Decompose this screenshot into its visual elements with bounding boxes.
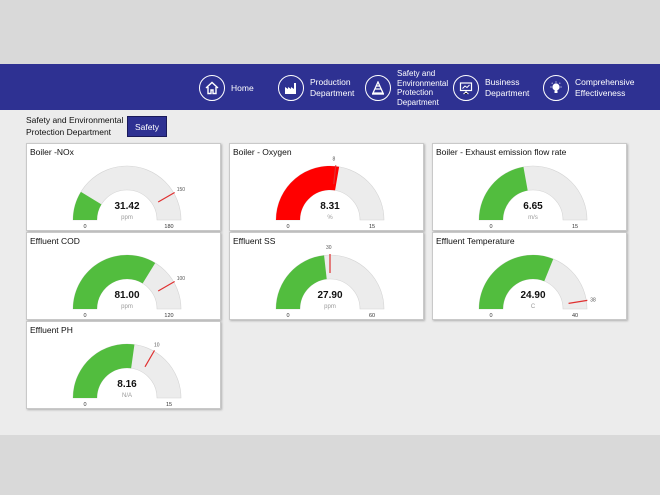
gauge-unit: C	[531, 304, 536, 310]
safety-button[interactable]: Safety	[127, 116, 167, 137]
gauge-threshold-marker	[333, 165, 337, 185]
gauge-value-arc	[479, 166, 528, 220]
nav-label-comprehensive: Comprehensive Effectiveness	[575, 77, 635, 98]
nav-label-safety: Safety and Environmental Protection Depa…	[397, 69, 449, 107]
gauge-card-effluent-ph: Effluent PH 10 8.16 N/A 0 15	[26, 321, 221, 409]
gauge-min-label: 0	[83, 224, 86, 230]
gauge-value-arc	[479, 255, 554, 309]
nav-item-business[interactable]: Business Department	[453, 71, 529, 105]
gauge-unit: ppm	[121, 304, 133, 310]
top-navbar: Home Production Department Safety and En…	[0, 64, 660, 110]
gauge-chart: 6.65 m/s 0 15	[478, 165, 588, 230]
gauge-card-effluent-cod: Effluent COD 100 81.00 ppm 0 120	[26, 232, 221, 320]
gauge-threshold-label: 8	[332, 156, 335, 162]
gauge-chart: 10 8.16 N/A 0 15	[72, 342, 182, 408]
gauge-value-arc	[276, 255, 327, 309]
gauge-max-label: 40	[572, 313, 578, 319]
gauge-threshold-marker	[157, 191, 175, 203]
gauge-threshold-marker	[157, 280, 175, 292]
gauge-max-label: 60	[369, 313, 375, 319]
gauge-max-label: 15	[369, 224, 375, 230]
gauge-unit: m/s	[528, 215, 538, 221]
gauge-min-label: 0	[83, 402, 86, 408]
gauge-value-arc	[73, 344, 135, 398]
safety-cone-icon	[365, 75, 391, 101]
gauge-card-boiler-nox: Boiler -NOx 150 31.42 ppm 0 180	[26, 143, 221, 231]
gauge-threshold-marker	[568, 299, 588, 304]
gauge-max-label: 15	[166, 402, 172, 408]
gauge-value: 8.16	[117, 379, 137, 390]
gauge-title: Effluent SS	[233, 236, 276, 246]
gauge-chart: 150 31.42 ppm 0 180	[72, 165, 186, 230]
gauge-threshold-label: 38	[590, 297, 596, 303]
gauge-min-label: 0	[83, 313, 86, 319]
gauge-title: Boiler -NOx	[30, 147, 74, 157]
gauge-value: 8.31	[320, 201, 340, 212]
gauge-unit: N/A	[122, 393, 132, 399]
gauge-threshold-marker	[144, 350, 156, 368]
gauge-card-effluent-temperature: Effluent Temperature 38 24.90 C 0 40	[432, 232, 627, 320]
nav-label-production: Production Department	[310, 77, 355, 98]
gauge-title: Boiler - Exhaust emission flow rate	[436, 147, 567, 157]
gauge-max-label: 180	[164, 224, 173, 230]
gauge-title: Effluent COD	[30, 236, 80, 246]
nav-label-home: Home	[231, 82, 254, 93]
gauge-unit: %	[327, 215, 333, 221]
bottom-strip	[0, 435, 660, 495]
gauge-threshold-label: 150	[177, 187, 186, 193]
gauge-card-boiler-oxygen: Boiler - Oxygen 8 8.31% 0 15	[229, 143, 424, 231]
gauge-chart: 30 27.90 ppm 0 60	[275, 245, 385, 319]
gauge-threshold-label: 100	[177, 276, 186, 282]
gauge-card-effluent-ss: Effluent SS 30 27.90 ppm 0 60	[229, 232, 424, 320]
gauge-threshold-label: 30	[326, 245, 332, 251]
gauge-min-label: 0	[489, 224, 492, 230]
gauge-unit: ppm	[121, 215, 133, 221]
top-strip	[0, 0, 660, 64]
gauge-value: 27.90	[317, 290, 342, 301]
nav-item-safety[interactable]: Safety and Environmental Protection Depa…	[365, 69, 449, 107]
gauge-chart: 38 24.90 C 0 40	[478, 254, 596, 319]
gauge-value: 24.90	[520, 290, 545, 301]
gauge-threshold-label: 10	[154, 342, 160, 348]
department-label: Safety and Environmental Protection Depa…	[26, 115, 124, 137]
nav-item-production[interactable]: Production Department	[278, 71, 354, 105]
gauge-value: 31.42	[114, 201, 139, 212]
gauge-value-arc	[73, 255, 156, 309]
gauge-card-boiler-exhaust: Boiler - Exhaust emission flow rate 6.65…	[432, 143, 627, 231]
home-icon	[199, 75, 225, 101]
gauge-title: Boiler - Oxygen	[233, 147, 292, 157]
lightbulb-icon	[543, 75, 569, 101]
gauge-value: 81.00	[114, 290, 139, 301]
gauge-title: Effluent Temperature	[436, 236, 515, 246]
gauge-title: Effluent PH	[30, 325, 73, 335]
gauge-value-arc	[73, 191, 102, 220]
gauge-min-label: 0	[286, 313, 289, 319]
gauge-value-arc	[276, 166, 340, 220]
gauge-min-label: 0	[286, 224, 289, 230]
gauge-chart: 100 81.00 ppm 0 120	[72, 254, 186, 319]
nav-item-home[interactable]: Home	[199, 71, 254, 105]
gauge-chart: 8 8.31% 0 15	[275, 156, 385, 230]
presentation-icon	[453, 75, 479, 101]
gauge-value: 6.65	[523, 201, 543, 212]
gauge-max-label: 15	[572, 224, 578, 230]
factory-icon	[278, 75, 304, 101]
gauge-min-label: 0	[489, 313, 492, 319]
nav-item-comprehensive[interactable]: Comprehensive Effectiveness	[543, 71, 635, 105]
gauge-max-label: 120	[164, 313, 173, 319]
nav-label-business: Business Department	[485, 77, 530, 98]
gauge-unit: ppm	[324, 304, 336, 310]
